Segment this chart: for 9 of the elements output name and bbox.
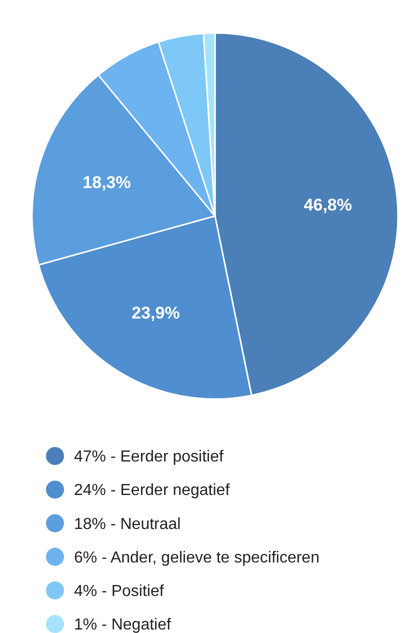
data-label: 46,8% <box>304 196 352 215</box>
data-label: 23,9% <box>132 304 180 323</box>
legend-label: 6% - Ander, gelieve te specificeren <box>74 549 320 566</box>
legend-label: 47% - Eerder positief <box>74 448 224 466</box>
legend-label: 1% - Negatief <box>74 616 172 633</box>
legend-label: 4% - Positief <box>74 583 164 600</box>
data-label: 18,3% <box>82 172 131 192</box>
legend-label: 24% - Eerder negatief <box>74 482 230 500</box>
legend-label: 18% - Neutraal <box>74 516 181 533</box>
